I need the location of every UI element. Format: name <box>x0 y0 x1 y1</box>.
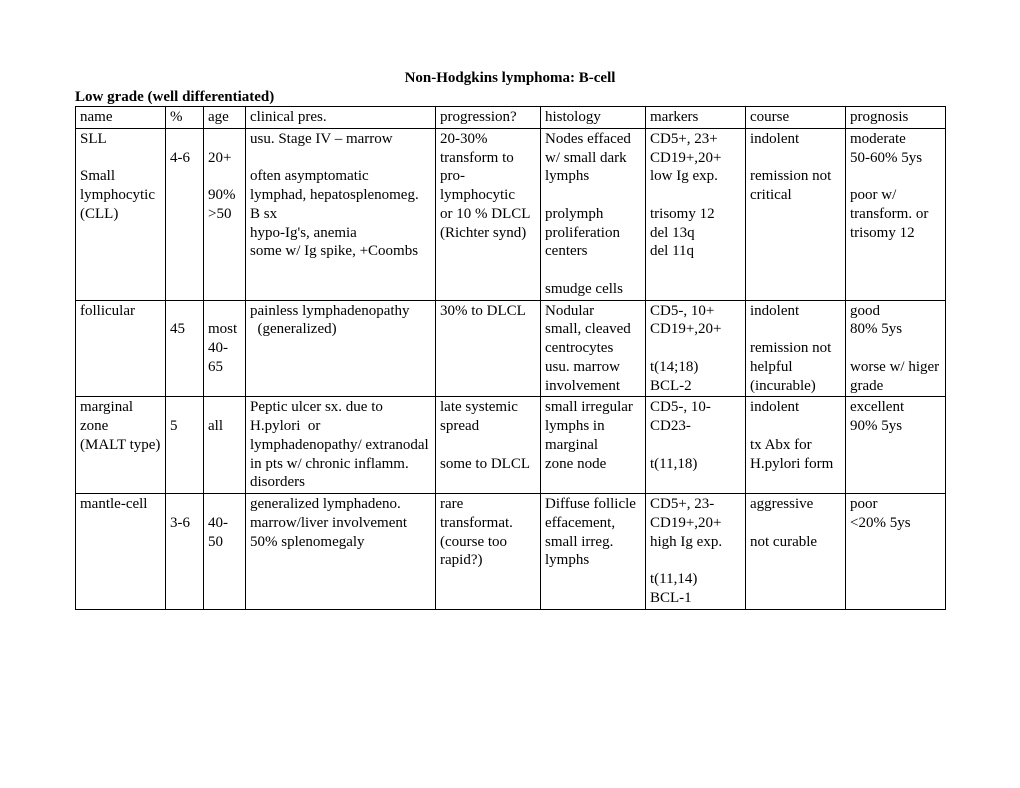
cell-progression: late systemic spread some to DLCL <box>436 397 541 494</box>
cell-prognosis: moderate50-60% 5ys poor w/ transform. or… <box>846 128 946 300</box>
cell-age: 40-50 <box>204 494 246 610</box>
header-name: name <box>76 107 166 129</box>
cell-prognosis: excellent90% 5ys <box>846 397 946 494</box>
cell-name: SLL Small lymphocytic (CLL) <box>76 128 166 300</box>
cell-pct: 5 <box>166 397 204 494</box>
cell-course: indolent tx Abx for H.pylori form <box>746 397 846 494</box>
cell-pct: 3-6 <box>166 494 204 610</box>
cell-pct: 4-6 <box>166 128 204 300</box>
cell-markers: CD5+, 23+CD19+,20+low Ig exp. trisomy 12… <box>646 128 746 300</box>
table-row: marginal zone(MALT type) 5 all Peptic ul… <box>76 397 946 494</box>
header-pct: % <box>166 107 204 129</box>
cell-course: indolent remission not critical <box>746 128 846 300</box>
header-histology: histology <box>541 107 646 129</box>
cell-clinical: usu. Stage IV – marrow often asymptomati… <box>246 128 436 300</box>
table-row: mantle-cell 3-6 40-50 generalized lympha… <box>76 494 946 610</box>
cell-course: indolent remission not helpful (incurabl… <box>746 300 846 397</box>
cell-markers: CD5-, 10-CD23- t(11,18) <box>646 397 746 494</box>
table-header-row: name % age clinical pres. progression? h… <box>76 107 946 129</box>
cell-prognosis: good80% 5ys worse w/ higer grade <box>846 300 946 397</box>
cell-clinical: painless lymphadenopathy (generalized) <box>246 300 436 397</box>
cell-markers: CD5+, 23-CD19+,20+high Ig exp. t(11,14)B… <box>646 494 746 610</box>
table-row: SLL Small lymphocytic (CLL) 4-6 20+ 90% … <box>76 128 946 300</box>
cell-clinical: Peptic ulcer sx. due to H.pylori or lymp… <box>246 397 436 494</box>
table-row: follicular 45 most 40-65 painless lympha… <box>76 300 946 397</box>
page-subtitle: Low grade (well differentiated) <box>75 89 945 106</box>
cell-pct: 45 <box>166 300 204 397</box>
cell-age: all <box>204 397 246 494</box>
cell-age: most 40-65 <box>204 300 246 397</box>
header-course: course <box>746 107 846 129</box>
cell-prognosis: poor<20% 5ys <box>846 494 946 610</box>
header-clinical: clinical pres. <box>246 107 436 129</box>
cell-course: aggressive not curable <box>746 494 846 610</box>
cell-name: mantle-cell <box>76 494 166 610</box>
cell-histology: Diffuse follicle effacement, small irreg… <box>541 494 646 610</box>
cell-histology: Nodes effaced w/ small dark lymphs proly… <box>541 128 646 300</box>
cell-histology: Nodularsmall, cleaved centrocytesusu. ma… <box>541 300 646 397</box>
cell-name: marginal zone(MALT type) <box>76 397 166 494</box>
header-age: age <box>204 107 246 129</box>
page-title: Non-Hodgkins lymphoma: B-cell <box>75 70 945 87</box>
header-progression: progression? <box>436 107 541 129</box>
header-markers: markers <box>646 107 746 129</box>
cell-progression: rare transformat. (course too rapid?) <box>436 494 541 610</box>
cell-progression: 30% to DLCL <box>436 300 541 397</box>
cell-progression: 20-30% transform to pro-lymphocyticor 10… <box>436 128 541 300</box>
lymphoma-table: name % age clinical pres. progression? h… <box>75 106 946 610</box>
cell-markers: CD5-, 10+CD19+,20+ t(14;18)BCL-2 <box>646 300 746 397</box>
cell-age: 20+ 90% >50 <box>204 128 246 300</box>
cell-clinical: generalized lymphadeno.marrow/liver invo… <box>246 494 436 610</box>
header-prognosis: prognosis <box>846 107 946 129</box>
cell-histology: small irregular lymphs in marginalzone n… <box>541 397 646 494</box>
cell-name: follicular <box>76 300 166 397</box>
